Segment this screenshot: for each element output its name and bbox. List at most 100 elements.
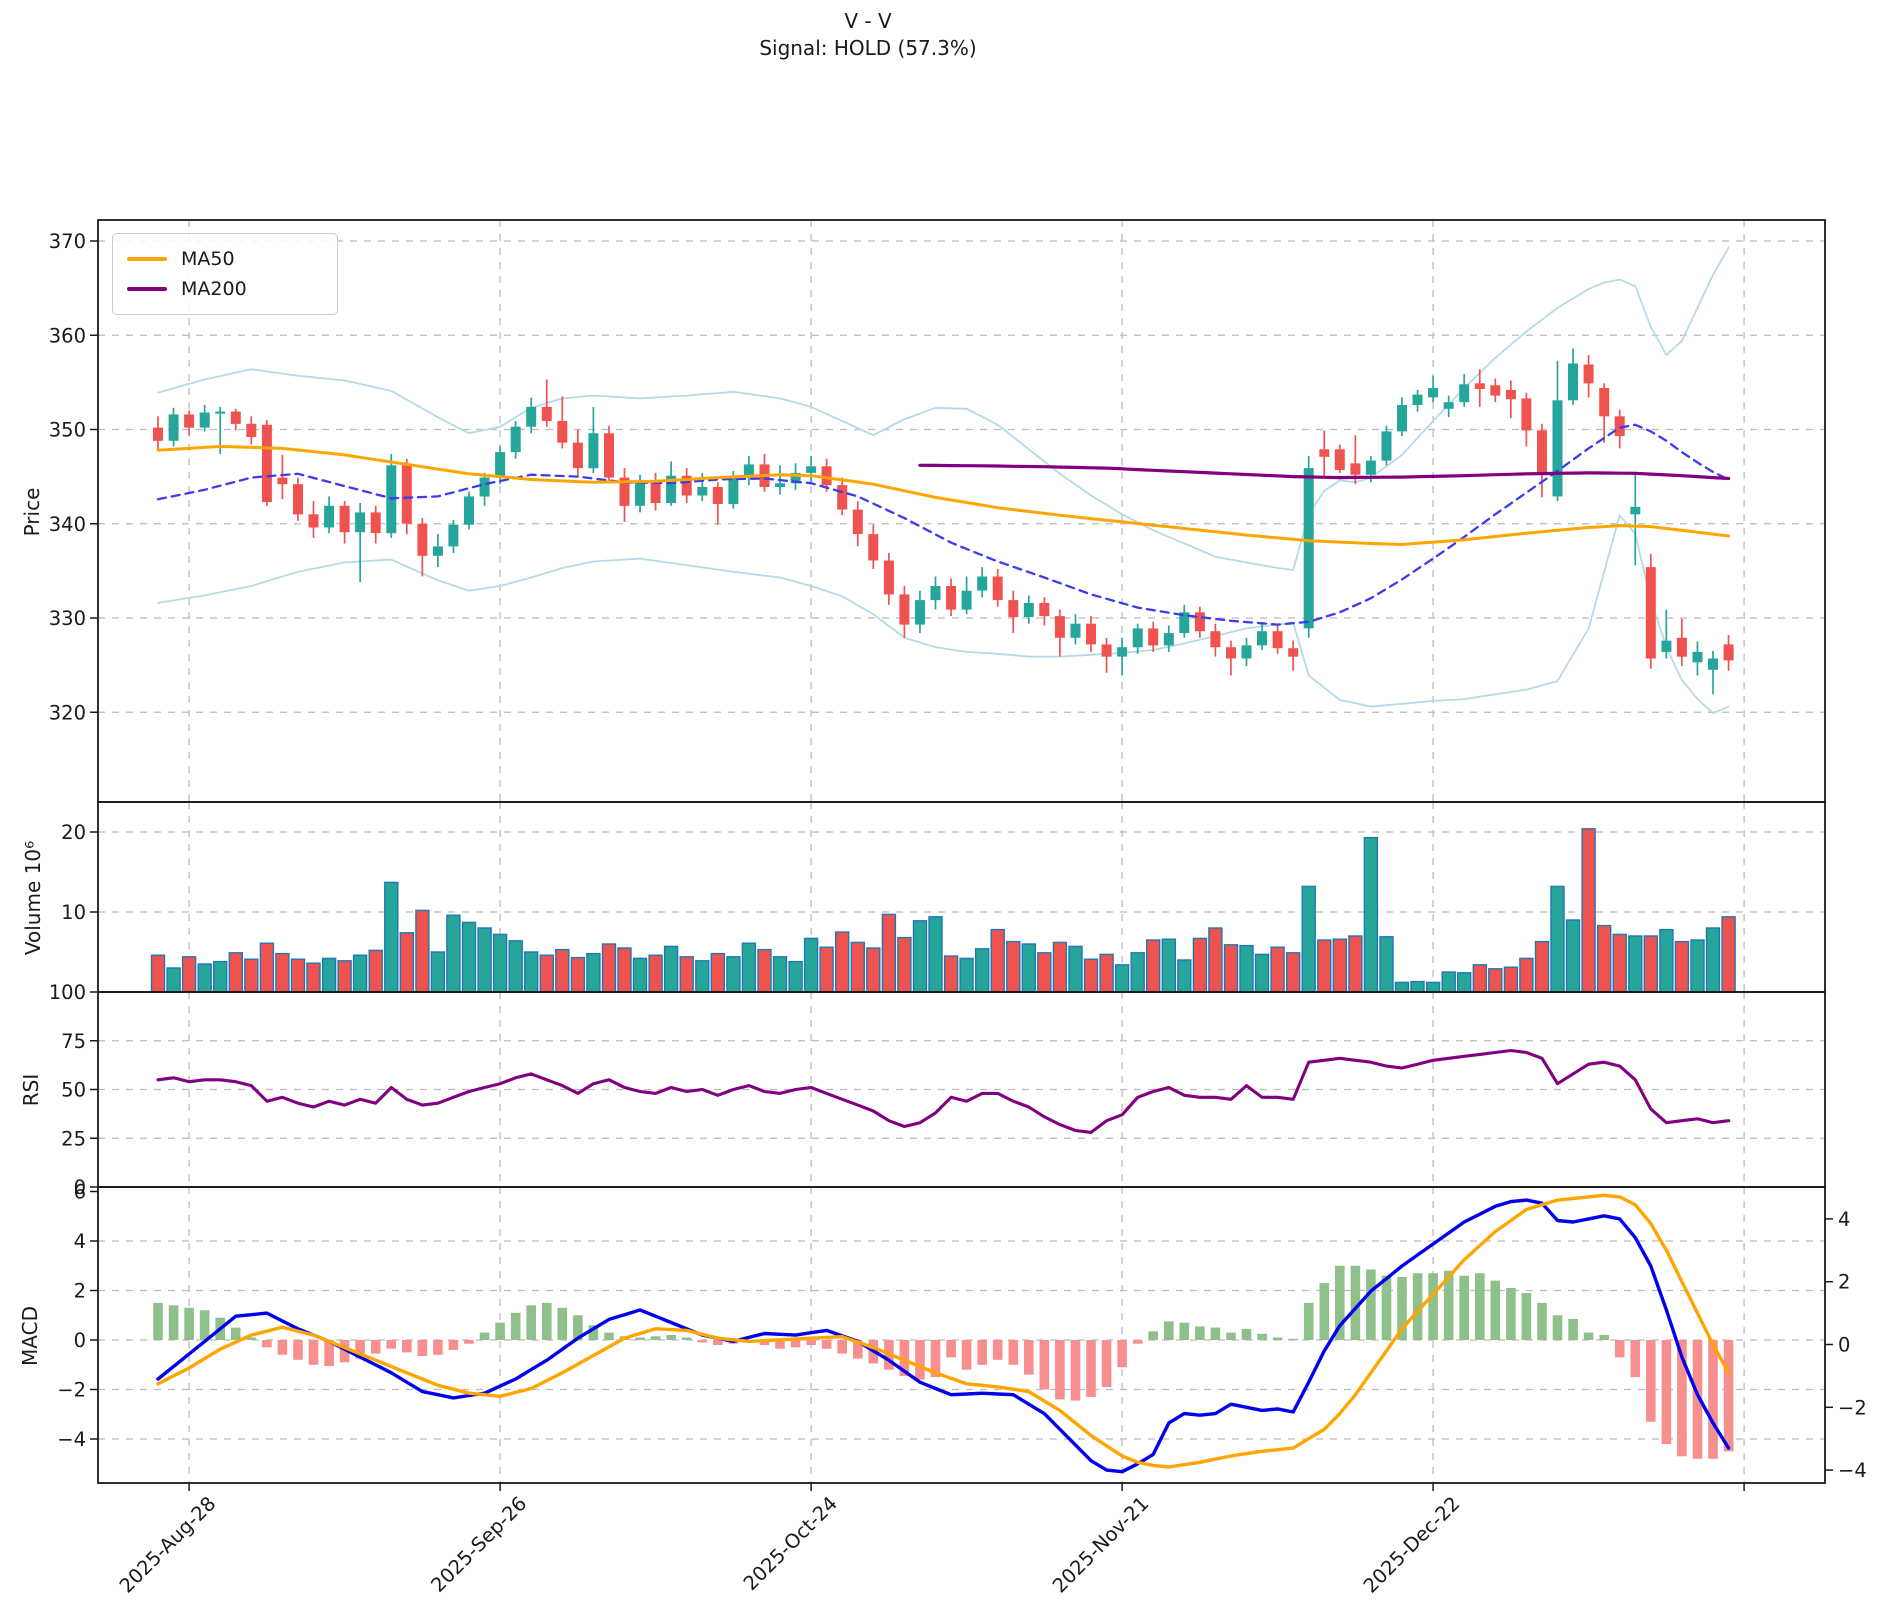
- candle-up: [168, 414, 179, 441]
- volume-bar: [1068, 945, 1083, 993]
- macd-histogram-bar: [308, 1340, 319, 1365]
- candle-down: [1086, 623, 1096, 645]
- volume-bar: [850, 941, 865, 993]
- volume-bar: [1052, 941, 1068, 993]
- ma50-line-swatch: [127, 257, 167, 261]
- volume-bar: [555, 948, 570, 993]
- candle-up: [977, 576, 988, 591]
- macd-histogram-bar: [1428, 1273, 1438, 1340]
- macd-histogram-bar: [1723, 1340, 1734, 1452]
- volume-bar: [228, 952, 244, 993]
- candle-down: [868, 534, 879, 561]
- candle-up: [1552, 400, 1563, 497]
- macd-histogram-bar: [230, 1327, 241, 1340]
- macd-histogram-bar: [573, 1315, 583, 1341]
- candle-up: [666, 475, 677, 503]
- candle-down: [230, 411, 241, 424]
- volume-bar: [352, 954, 368, 993]
- volume-bar: [1223, 944, 1239, 993]
- macd-histogram-bar: [464, 1340, 474, 1344]
- volume-bar: [1394, 981, 1410, 993]
- volume-bar: [1628, 935, 1643, 993]
- volume-bar: [1565, 919, 1581, 993]
- macd-histogram-bar: [510, 1312, 521, 1340]
- volume-bar: [1659, 928, 1674, 993]
- price-spine: [97, 219, 1826, 803]
- volume-bar: [1037, 952, 1052, 993]
- macd-histogram-bar: [1646, 1340, 1656, 1422]
- rsi-axis-label: RSI: [19, 1073, 43, 1107]
- volume-bar: [726, 956, 741, 993]
- macd-histogram-bar: [635, 1337, 645, 1340]
- candle-up: [464, 496, 474, 525]
- volume-bar: [384, 881, 399, 993]
- candle-up: [355, 512, 366, 533]
- macd-histogram-bar: [1630, 1340, 1641, 1378]
- candle-down: [837, 485, 848, 510]
- chart-title: V - V: [844, 9, 892, 33]
- axis-tick-label: 0: [74, 1329, 86, 1352]
- volume-bar: [1425, 981, 1441, 993]
- candle-down: [184, 414, 195, 428]
- volume-bar: [897, 936, 912, 993]
- candle-down: [417, 523, 428, 556]
- volume-bar: [1083, 958, 1099, 993]
- volume-bar: [1332, 938, 1348, 993]
- volume-bar: [524, 951, 539, 993]
- macd-histogram-bar: [324, 1340, 334, 1366]
- candle-down: [946, 586, 957, 610]
- candle-up: [743, 464, 754, 478]
- axis-tick-label: 360: [49, 324, 86, 347]
- candle-up: [1303, 468, 1314, 629]
- candle-up: [635, 480, 645, 506]
- candle-down: [619, 477, 630, 506]
- macd-histogram-bar: [821, 1340, 832, 1349]
- candle-up: [961, 590, 972, 610]
- volume-bar: [1021, 943, 1036, 993]
- volume-panel: [150, 828, 1736, 993]
- candle-down: [261, 424, 272, 503]
- spines-and-ticks: 370360350340330320201010075502506420−2−4…: [49, 219, 1867, 1491]
- volume-bar: [508, 940, 523, 993]
- macd-histogram-bar: [1537, 1302, 1547, 1340]
- macd-histogram-bar: [1070, 1340, 1081, 1401]
- macd-histogram-bar: [1552, 1315, 1563, 1341]
- volume-bar: [244, 958, 259, 993]
- macd-histogram-bar: [1506, 1288, 1516, 1340]
- candle-up: [1568, 363, 1578, 401]
- macd-histogram-bar: [775, 1340, 785, 1349]
- axis-tick-label: 75: [61, 1030, 86, 1053]
- axis-tick-label: −4: [57, 1428, 86, 1451]
- macd-histogram-bar: [1366, 1269, 1376, 1340]
- macd-histogram-bar: [1568, 1319, 1578, 1340]
- macd-histogram-bar: [1350, 1265, 1361, 1341]
- axis-tick-label: −2: [57, 1379, 86, 1402]
- volume-bar: [1363, 836, 1379, 993]
- ma50-line: [156, 445, 1731, 546]
- volume-bar: [741, 942, 757, 993]
- candle-down: [1194, 612, 1205, 632]
- macd-histogram-bar: [992, 1340, 1003, 1360]
- volume-bar: [710, 952, 725, 993]
- macd-histogram-bar: [1117, 1340, 1127, 1368]
- legend-item-ma50: MA50: [127, 244, 323, 274]
- candle-down: [277, 477, 288, 485]
- macd-histogram-bar: [1490, 1280, 1501, 1340]
- candle-down: [246, 423, 257, 437]
- macd-histogram-bar: [1708, 1340, 1718, 1459]
- volume-bar: [1643, 935, 1659, 993]
- macd-histogram-bar: [977, 1340, 987, 1365]
- axis-tick-label: 0: [74, 1176, 86, 1199]
- macd-histogram-bar: [946, 1340, 956, 1358]
- macd-histogram-bar: [1055, 1340, 1065, 1400]
- macd-histogram-bar: [1164, 1321, 1174, 1340]
- bollinger-mid-dashed-line: [156, 423, 1730, 626]
- candle-up: [1412, 394, 1423, 405]
- candle-down: [1490, 385, 1501, 396]
- volume-bar: [461, 921, 477, 993]
- candle-down: [1226, 647, 1236, 659]
- macd-histogram-bar: [402, 1340, 412, 1353]
- candle-down: [650, 480, 661, 503]
- axis-tick-label: 6: [74, 1181, 86, 1204]
- candle-down: [153, 427, 163, 441]
